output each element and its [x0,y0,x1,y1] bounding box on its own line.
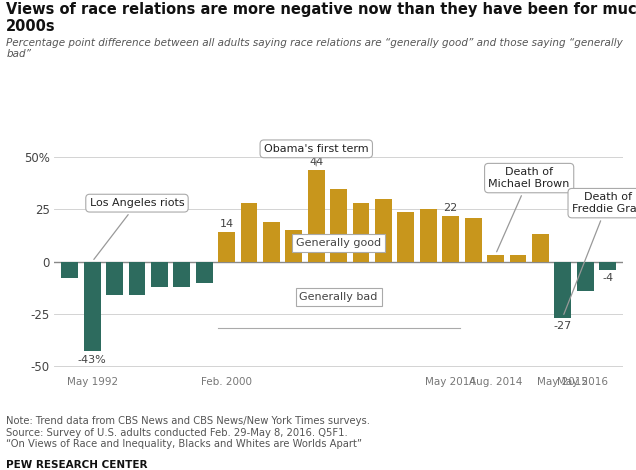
Text: 22: 22 [443,203,458,212]
Bar [174,262,190,287]
Text: May 2016: May 2016 [556,376,607,386]
Bar [240,203,258,262]
Text: Death of
Michael Brown: Death of Michael Brown [488,167,570,252]
Bar [353,203,370,262]
Bar [599,262,616,270]
Bar [487,255,504,262]
Bar [286,230,302,262]
Text: Note: Trend data from CBS News and CBS News/New York Times surveys.
Source: Surv: Note: Trend data from CBS News and CBS N… [6,416,370,449]
Text: 2000s: 2000s [6,19,56,34]
Bar [375,199,392,262]
Bar [61,262,78,278]
Text: May 2014: May 2014 [425,376,476,386]
Bar [128,262,146,295]
Bar [442,216,459,262]
Text: Los Angeles riots: Los Angeles riots [90,198,184,259]
Bar [106,262,123,295]
Text: Obama's first term: Obama's first term [264,144,369,166]
Text: Views of race relations are more negative now than they have been for much of th: Views of race relations are more negativ… [6,2,636,17]
Bar [308,170,324,262]
Text: Generally bad: Generally bad [300,292,378,302]
Bar [330,188,347,262]
Bar [555,262,571,318]
Bar [151,262,168,287]
Text: May 2015: May 2015 [537,376,588,386]
Bar [263,222,280,262]
Text: -27: -27 [554,321,572,331]
Text: Percentage point difference between all adults saying race relations are “genera: Percentage point difference between all … [6,38,623,59]
Bar [218,232,235,262]
Bar [577,262,593,291]
Text: May 1992: May 1992 [67,376,118,386]
Text: 44: 44 [309,157,323,166]
Text: 14: 14 [219,219,233,229]
Text: Generally good: Generally good [296,238,381,248]
Text: Death of
Freddie Gray: Death of Freddie Gray [563,192,636,314]
Bar [420,210,437,262]
Text: -43%: -43% [78,354,107,365]
Bar [465,218,481,262]
Text: PEW RESEARCH CENTER: PEW RESEARCH CENTER [6,460,148,470]
Bar [196,262,212,282]
Bar [398,212,414,262]
Text: -4: -4 [602,273,613,283]
Bar [509,255,527,262]
Bar [84,262,100,352]
Bar [532,235,549,262]
Text: Aug. 2014: Aug. 2014 [469,376,522,386]
Text: Apr. 2009: Apr. 2009 [291,145,342,155]
Text: Feb. 2000: Feb. 2000 [201,376,252,386]
